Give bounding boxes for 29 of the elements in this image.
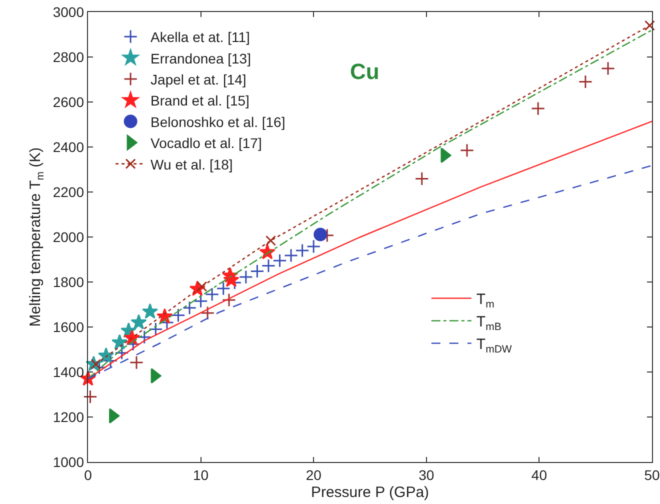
legend-label: T$_{mB}$ xyxy=(476,314,502,333)
y-tick-label: 2200 xyxy=(52,184,84,200)
annotation: Cu xyxy=(350,59,380,84)
legend-label: Wu et al. [18] xyxy=(150,156,233,172)
legend-label: Errandonea [13] xyxy=(150,50,251,66)
x-tick-label: 40 xyxy=(531,467,548,483)
y-tick-label: 2000 xyxy=(52,228,84,245)
y-tick-label: 2400 xyxy=(52,138,84,155)
legend-label: Belonoshko et al. [16] xyxy=(150,114,286,130)
x-tick-label: 10 xyxy=(193,467,209,483)
y-tick-label: 1400 xyxy=(52,364,84,380)
legend-label: T$_{mDW}$ xyxy=(476,336,512,356)
y-tick-label: 1800 xyxy=(52,274,84,290)
legend-label: Vocadlo et al. [17] xyxy=(150,135,262,152)
y-tick-label: 1600 xyxy=(52,318,84,335)
y-tick-label: 1000 xyxy=(52,454,84,470)
y-tick-label: 2800 xyxy=(52,48,84,65)
y-tick-label: 3000 xyxy=(52,4,84,20)
legend-label: T$_{m}$ xyxy=(476,291,495,310)
x-axis-title: Pressure P (GPa) xyxy=(310,484,430,501)
legend-label: Akella et at. [11] xyxy=(150,29,250,46)
x-tick-label: 20 xyxy=(306,467,322,483)
x-tick-label: 30 xyxy=(418,467,434,483)
legend-label: Brand et al. [15] xyxy=(150,92,250,109)
x-tick-label: 50 xyxy=(644,467,660,483)
y-tick-label: 1200 xyxy=(52,408,84,425)
y-tick-label: 2600 xyxy=(52,94,84,110)
x-tick-label: 0 xyxy=(84,467,92,483)
legend-label: Japel et at. [14] xyxy=(150,71,246,88)
